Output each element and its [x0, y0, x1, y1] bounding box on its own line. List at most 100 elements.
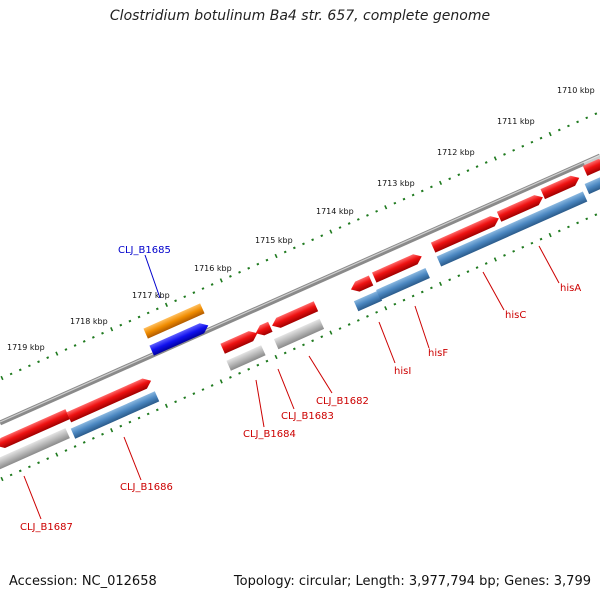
kbp-label: 1716 kbp [194, 264, 232, 273]
upper-tick-mark [9, 372, 13, 376]
gene-feature [273, 315, 325, 350]
gene-feature [70, 387, 160, 439]
kbp-label: 1712 kbp [437, 148, 475, 157]
gene-label: hisI [394, 366, 411, 377]
upper-tick-mark [548, 131, 552, 137]
label-leader-line [255, 379, 265, 428]
lower-tick-mark [457, 274, 461, 278]
cds-feature [350, 271, 374, 292]
kbp-labels: 1710 kbp 1711 kbp 1712 kbp 1713 kbp 1714 kbp… [7, 86, 595, 352]
kbp-label: 1718 kbp [70, 317, 108, 326]
upper-tick-mark [265, 258, 269, 262]
label-leader-line [378, 321, 396, 364]
lower-tick-mark [155, 408, 159, 412]
lower-tick-mark [247, 367, 251, 371]
lower-tick-mark [411, 294, 415, 298]
upper-tick-mark [475, 165, 479, 168]
label-leader-line [482, 271, 505, 311]
lower-tick-mark [576, 221, 579, 225]
genome-backbone [0, 153, 600, 426]
upper-tick-mark [137, 315, 141, 319]
gene-label: hisA [560, 283, 581, 294]
upper-tick-mark [466, 169, 470, 173]
upper-tick-mark [292, 246, 296, 250]
kbp-label: 1714 kbp [316, 207, 354, 216]
gene-feature [436, 187, 588, 267]
label-leader-line [277, 368, 295, 410]
upper-tick-mark [91, 335, 95, 339]
upper-tick-mark [384, 205, 388, 210]
upper-tick-mark [64, 348, 68, 351]
lower-tick-mark [557, 229, 561, 233]
lower-tick-mark [292, 347, 296, 351]
lower-tick-mark [448, 278, 452, 282]
gene-feature [376, 264, 431, 301]
lower-tick-mark [466, 270, 470, 274]
lower-tick-mark [9, 473, 13, 477]
lower-tick-mark [484, 262, 488, 265]
upper-tick-mark [375, 209, 378, 213]
upper-tick-mark [411, 193, 415, 197]
lower-tick-mark [73, 445, 77, 448]
upper-tick-mark [557, 128, 561, 132]
lower-tick-mark [320, 335, 324, 339]
lower-tick-mark [567, 225, 570, 229]
lower-tick-mark [37, 461, 40, 465]
lower-tick-mark [311, 339, 315, 343]
blue-feature [149, 319, 209, 356]
lower-tick-mark [594, 213, 598, 217]
lower-tick-mark [119, 424, 123, 428]
lower-tick-mark [137, 416, 141, 420]
label-leader-line [538, 245, 560, 284]
upper-tick-mark [320, 234, 324, 238]
lower-tick-mark [393, 302, 397, 306]
gene-features [0, 155, 600, 470]
upper-tick-mark [448, 177, 452, 181]
upper-tick-mark [302, 242, 305, 246]
lower-tick-mark [347, 323, 351, 326]
gene-label: CLJ_B1687 [20, 522, 73, 533]
upper-tick-mark [164, 302, 168, 307]
upper-tick-mark [210, 283, 214, 286]
lower-tick-mark [438, 281, 443, 287]
upper-tick-mark [567, 124, 570, 128]
lower-tick-mark [384, 306, 388, 311]
upper-tick-mark [576, 120, 579, 124]
lower-tick-mark [0, 476, 4, 482]
upper-tick-mark [503, 153, 506, 156]
lower-tick-mark [503, 254, 506, 257]
upper-tick-track [0, 112, 598, 381]
lower-tick-mark [366, 315, 369, 318]
lower-tick-mark [585, 217, 589, 221]
upper-tick-mark [146, 311, 150, 315]
upper-tick-mark [530, 140, 534, 144]
upper-tick-mark [119, 323, 123, 327]
lower-tick-mark [228, 375, 232, 379]
lower-tick-mark [201, 388, 205, 391]
kbp-label: 1710 kbp [557, 86, 595, 95]
upper-tick-mark [192, 291, 196, 294]
upper-tick-mark [347, 222, 351, 225]
lower-tick-mark [46, 457, 50, 461]
upper-tick-mark [420, 189, 424, 193]
cds-feature [0, 405, 71, 449]
lower-tick-mark [274, 354, 278, 360]
lower-tick-mark [64, 449, 68, 452]
lower-tick-mark [210, 384, 214, 387]
lower-tick-mark [55, 452, 59, 457]
lower-tick-mark [238, 371, 241, 375]
lower-tick-mark [219, 379, 223, 384]
lower-tick-mark [265, 359, 269, 363]
upper-tick-mark [356, 218, 360, 221]
upper-tick-mark [101, 331, 104, 335]
gene-label: CLJ_B1685 [118, 245, 171, 256]
gene-label: hisC [505, 310, 526, 321]
upper-tick-mark [594, 112, 598, 116]
upper-tick-mark [521, 144, 525, 148]
cds-feature [272, 297, 319, 328]
upper-tick-mark [393, 201, 397, 205]
genome-backbone-highlight [0, 154, 600, 423]
upper-tick-mark [493, 156, 497, 161]
kbp-label: 1711 kbp [497, 117, 535, 126]
